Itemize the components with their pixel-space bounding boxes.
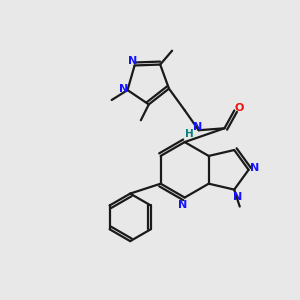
- Text: H: H: [185, 129, 194, 139]
- Text: N: N: [128, 56, 137, 67]
- Text: N: N: [232, 191, 242, 202]
- Text: N: N: [178, 200, 187, 211]
- Text: N: N: [250, 163, 259, 173]
- Text: O: O: [235, 103, 244, 113]
- Text: N: N: [193, 122, 202, 132]
- Text: N: N: [119, 84, 128, 94]
